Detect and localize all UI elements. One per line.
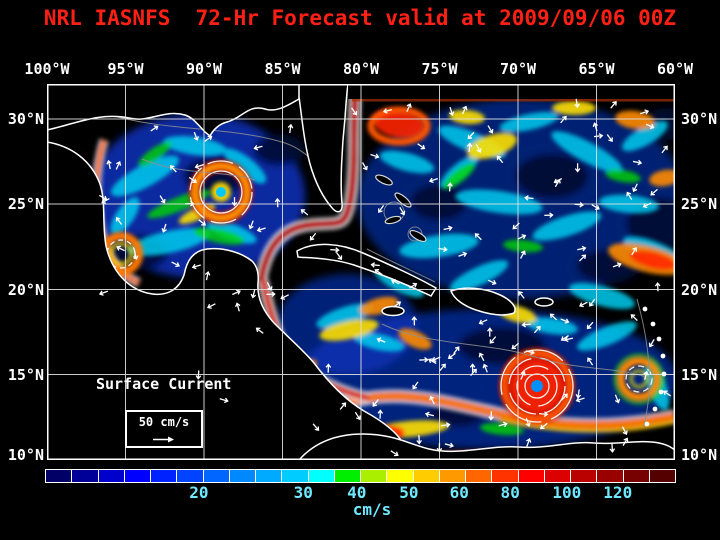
colorbar-segment: [151, 470, 177, 482]
colorbar-segment: [98, 470, 124, 482]
map-area: Surface Current 50 cm/s: [47, 84, 675, 460]
lon-tick-label: 90°W: [185, 60, 223, 78]
colorbar-segment: [387, 470, 413, 482]
current-vector-arrows: [98, 98, 672, 457]
lon-tick-label: 75°W: [421, 60, 458, 78]
lon-tick-label: 100°W: [24, 60, 70, 78]
lat-tick-label-right: 10°N: [681, 446, 718, 464]
colorbar-tick-label: 20: [189, 483, 209, 502]
colorbar-segment: [518, 470, 544, 482]
colorbar-segment: [361, 470, 387, 482]
colorbar-segment: [466, 470, 492, 482]
scale-value-label: 50 cm/s: [138, 415, 190, 429]
colorbar-segment: [72, 470, 98, 482]
colorbar-segment: [203, 470, 229, 482]
grid-lines: [47, 84, 675, 460]
current-field-map: [47, 84, 675, 460]
lat-tick-label-left: 25°N: [7, 195, 44, 213]
colorbar-segment: [334, 470, 360, 482]
colorbar-segment: [124, 470, 150, 482]
lon-tick-label: 80°W: [342, 60, 380, 78]
scale-arrow-icon: [153, 436, 174, 443]
colorbar-segment: [413, 470, 439, 482]
colorbar-segment: [256, 470, 282, 482]
lon-tick-label: 65°W: [578, 60, 615, 78]
colorbar-segment: [492, 470, 518, 482]
colorbar: [45, 469, 676, 483]
colorbar-segment: [544, 470, 570, 482]
lat-tick-label-left: 15°N: [7, 365, 44, 384]
lat-tick-label-right: 30°N: [681, 110, 718, 128]
colorbar-segment: [623, 470, 649, 482]
lat-tick-label-right: 20°N: [681, 280, 718, 299]
coastlines: [47, 84, 675, 460]
colorbar-tick-label: 30: [293, 483, 313, 502]
lon-tick-label: 85°W: [264, 60, 301, 78]
colorbar-segment: [177, 470, 203, 482]
colorbar-tick-label: 40: [347, 483, 367, 502]
colorbar-segment: [597, 470, 623, 482]
page-title: NRL IASNFS 72-Hr Forecast valid at 2009/…: [43, 6, 677, 30]
colorbar-segment: [439, 470, 465, 482]
lon-tick-label: 70°W: [499, 60, 537, 78]
colorbar-segment: [229, 470, 255, 482]
colorbar-tick-label: 80: [500, 483, 520, 502]
lat-tick-label-left: 20°N: [7, 280, 44, 299]
lat-tick-label-right: 15°N: [681, 365, 718, 384]
lesser-antilles-islands: [642, 306, 667, 427]
colorbar-tick-label: 50: [399, 483, 419, 502]
colorbar-tick-label: 60: [449, 483, 469, 502]
map-border: [47, 84, 675, 460]
velocity-scale-box: 50 cm/s: [125, 410, 203, 448]
colorbar-segment: [649, 470, 675, 482]
lat-tick-label-left: 30°N: [7, 110, 44, 128]
colorbar-segment: [308, 470, 334, 482]
lon-tick-label: 95°W: [107, 60, 144, 78]
surface-current-label: Surface Current: [96, 375, 232, 393]
colorbar-tick-label: 120: [603, 483, 633, 502]
colorbar-segment: [46, 470, 72, 482]
colorbar-segment: [282, 470, 308, 482]
lat-tick-label-left: 10°N: [7, 446, 44, 464]
lat-tick-label-right: 25°N: [681, 195, 718, 213]
colorbar-tick-label: 100: [552, 483, 582, 502]
lon-tick-label: 60°W: [656, 60, 694, 78]
colorbar-segment: [571, 470, 597, 482]
colorbar-unit-label: cm/s: [352, 500, 392, 519]
